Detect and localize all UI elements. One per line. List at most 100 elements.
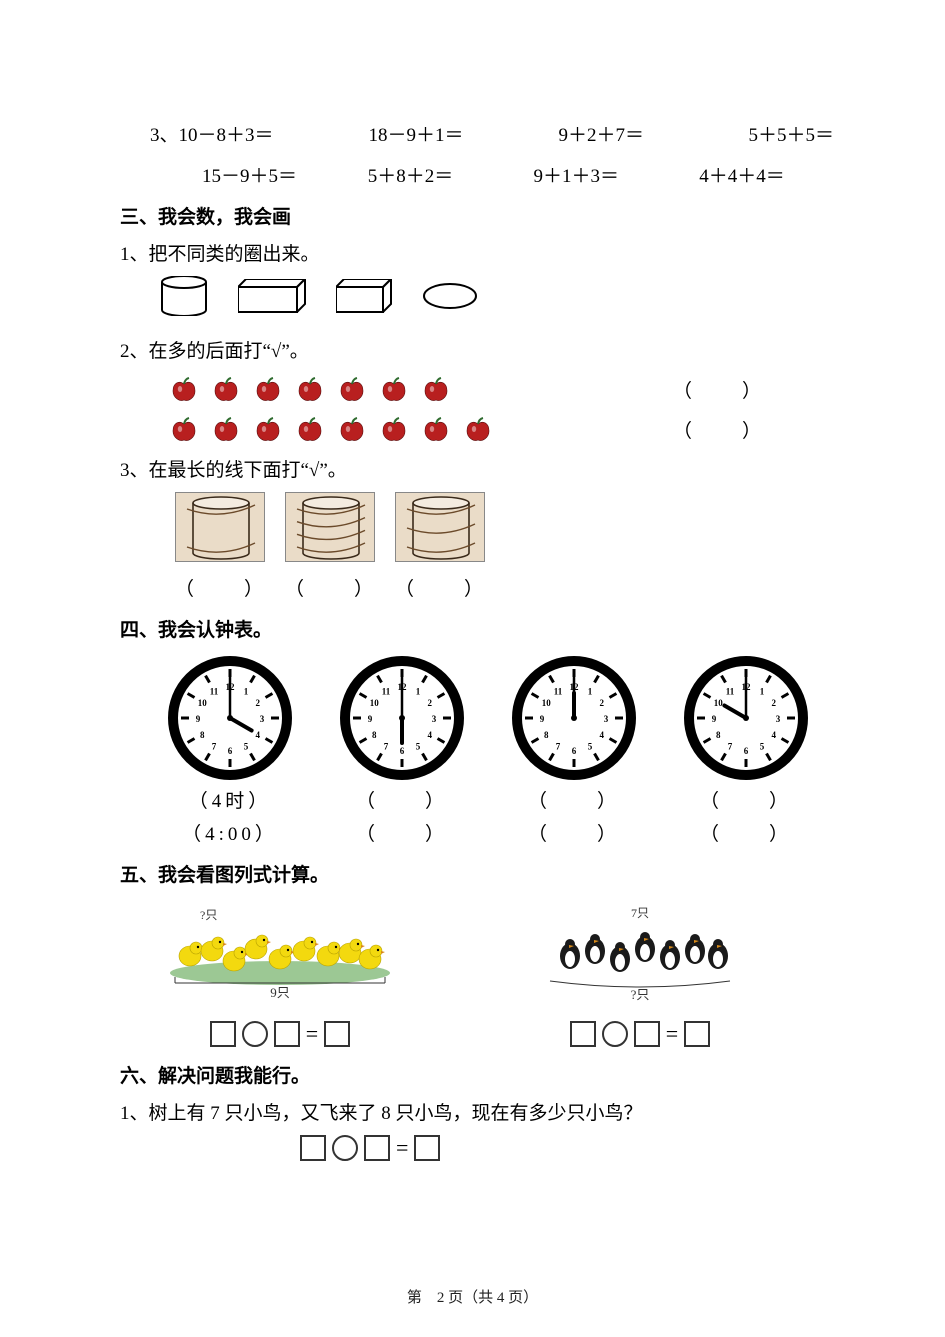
svg-text:5: 5: [416, 742, 421, 752]
op-circle-icon[interactable]: [242, 1021, 268, 1047]
eq: 10－8＋3＝: [179, 120, 329, 147]
svg-text:9: 9: [540, 714, 545, 724]
apple-row: （ ）: [170, 415, 825, 443]
pic-left: ?只: [160, 901, 400, 1047]
pic-right: 7只: [520, 901, 760, 1047]
svg-text:5: 5: [244, 742, 249, 752]
apple-icon: [170, 375, 198, 403]
svg-text:11: 11: [554, 686, 563, 696]
clock-answer-2[interactable]: （ ）: [686, 819, 806, 846]
eq-line-1: 3、 10－8＋3＝ 18－9＋1＝ 9＋2＋7＝ 5＋5＋5＝: [120, 120, 825, 153]
answer-paren[interactable]: （ ）: [673, 416, 825, 443]
answer-paren[interactable]: （ ）: [673, 376, 825, 403]
box-icon[interactable]: [364, 1135, 390, 1161]
sec6-q1: 1、树上有 7 只小鸟，又飞来了 8 只小鸟，现在有多少只小鸟？: [120, 1098, 825, 1125]
eq: 5＋5＋5＝: [749, 120, 899, 147]
svg-text:?只: ?只: [631, 987, 650, 1001]
svg-text:10: 10: [370, 698, 380, 708]
apple-icon: [464, 415, 492, 443]
box-icon[interactable]: [570, 1021, 596, 1047]
box-icon[interactable]: [274, 1021, 300, 1047]
svg-text:?只: ?只: [200, 908, 217, 922]
sec3-q3: 3、在最长的线下面打“√”。: [120, 455, 825, 482]
svg-text:4: 4: [427, 730, 432, 740]
apple-icon: [338, 415, 366, 443]
line-figs: [175, 492, 825, 568]
clock-answer-1[interactable]: （ ）: [342, 786, 462, 813]
svg-text:5: 5: [760, 742, 765, 752]
wrapped-cylinder-icon: [395, 492, 485, 568]
chicks-figure: ?只: [160, 901, 400, 1007]
box-icon[interactable]: [300, 1135, 326, 1161]
svg-text:7: 7: [212, 742, 217, 752]
section-3-title: 三、我会数，我会画: [120, 202, 825, 229]
clock: 121234567891011: [686, 656, 806, 780]
svg-text:3: 3: [776, 714, 781, 724]
clock: 121234567891011: [514, 656, 634, 780]
svg-text:7: 7: [384, 742, 389, 752]
clock-answer-1[interactable]: （ ）: [514, 786, 634, 813]
apple-row: （ ）: [170, 375, 825, 403]
eq: 15－9＋5＝: [202, 161, 328, 188]
cylinder-shape-icon: [160, 276, 208, 316]
answer-paren[interactable]: （ ）: [175, 574, 265, 601]
svg-text:10: 10: [542, 698, 552, 708]
section-5-title: 五、我会看图列式计算。: [120, 860, 825, 887]
sec3-q2: 2、在多的后面打“√”。: [120, 336, 825, 363]
svg-text:2: 2: [255, 698, 260, 708]
answer-paren[interactable]: （ ）: [395, 574, 485, 601]
apple-icon: [296, 375, 324, 403]
clock: 121234567891011: [342, 656, 462, 780]
svg-text:10: 10: [198, 698, 208, 708]
cuboid_short-shape-icon: [336, 279, 392, 313]
svg-text:4: 4: [255, 730, 260, 740]
equals-sign: =: [666, 1021, 678, 1047]
clock-label-row-2: （4:00） （ ） （ ） （ ）: [170, 819, 825, 846]
svg-text:3: 3: [260, 714, 265, 724]
line-labels: （ ） （ ） （ ）: [175, 574, 825, 601]
box-icon[interactable]: [634, 1021, 660, 1047]
clock-face-icon: 121234567891011: [512, 656, 636, 780]
svg-text:1: 1: [244, 686, 249, 696]
eq: 5＋8＋2＝: [368, 161, 494, 188]
svg-text:9: 9: [712, 714, 717, 724]
clock-face-icon: 121234567891011: [684, 656, 808, 780]
svg-text:6: 6: [228, 746, 233, 756]
svg-text:6: 6: [400, 746, 405, 756]
svg-text:9只: 9只: [270, 985, 290, 1000]
clock-answer-2[interactable]: （4:00）: [170, 819, 290, 846]
apple-icon: [422, 375, 450, 403]
page-footer: 第 2 页（共 4 页）: [0, 1286, 945, 1307]
clock-row: 121234567891011 121234567891011 12123456…: [170, 656, 825, 780]
box-icon[interactable]: [414, 1135, 440, 1161]
section-4-title: 四、我会认钟表。: [120, 615, 825, 642]
svg-text:2: 2: [427, 698, 432, 708]
eq: 4＋4＋4＝: [699, 161, 825, 188]
svg-text:8: 8: [372, 730, 377, 740]
clock-answer-1[interactable]: （ ）: [686, 786, 806, 813]
clock-answer-2[interactable]: （ ）: [514, 819, 634, 846]
box-icon[interactable]: [210, 1021, 236, 1047]
clock-answer-2[interactable]: （ ）: [342, 819, 462, 846]
svg-text:8: 8: [200, 730, 205, 740]
clock-answer-1[interactable]: （4时）: [170, 786, 290, 813]
svg-text:1: 1: [760, 686, 765, 696]
wrapped-cylinder-icon: [285, 492, 375, 568]
box-icon[interactable]: [684, 1021, 710, 1047]
clock: 121234567891011: [170, 656, 290, 780]
eq-line-2: 15－9＋5＝ 5＋8＋2＝ 9＋1＋3＝ 4＋4＋4＝: [202, 161, 825, 188]
op-circle-icon[interactable]: [602, 1021, 628, 1047]
answer-paren[interactable]: （ ）: [285, 574, 375, 601]
box-icon[interactable]: [324, 1021, 350, 1047]
cuboid_long-shape-icon: [238, 279, 306, 313]
op-circle-icon[interactable]: [332, 1135, 358, 1161]
svg-text:2: 2: [771, 698, 776, 708]
equals-sign: =: [396, 1135, 408, 1161]
eq-boxes-sec6: =: [300, 1135, 825, 1161]
pic-row: ?只: [160, 901, 825, 1047]
apple-icon: [212, 375, 240, 403]
eq-num: 3、: [150, 120, 179, 153]
svg-text:6: 6: [572, 746, 577, 756]
svg-text:5: 5: [588, 742, 593, 752]
svg-text:7只: 7只: [631, 906, 649, 920]
